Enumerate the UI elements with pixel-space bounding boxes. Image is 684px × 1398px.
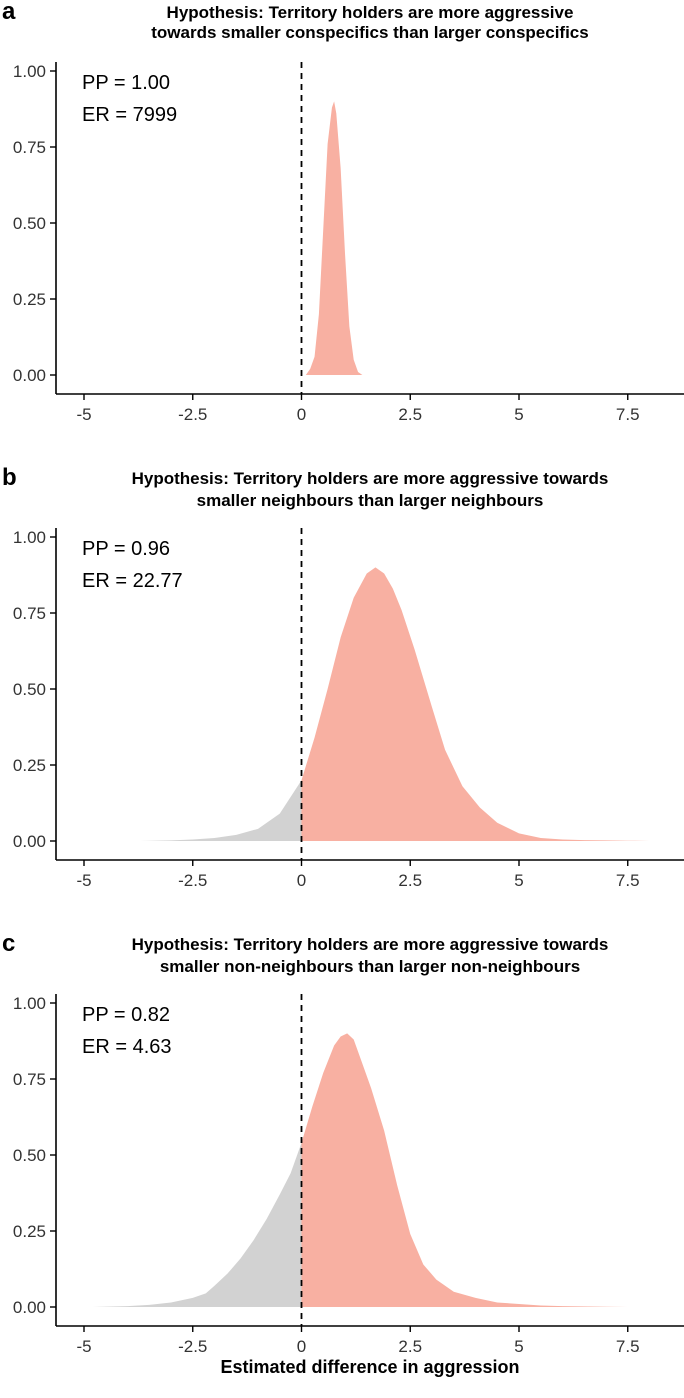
y-tick-label: 0.25 bbox=[13, 1222, 46, 1241]
x-tick-label: 2.5 bbox=[398, 871, 422, 890]
chart-title-line2: towards smaller conspecifics than larger… bbox=[151, 23, 589, 42]
x-tick-label: 5 bbox=[514, 405, 523, 424]
y-tick-label: 0.75 bbox=[13, 138, 46, 157]
y-tick-label: 1.00 bbox=[13, 62, 46, 81]
y-tick-label: 1.00 bbox=[13, 528, 46, 547]
density-negative-area bbox=[92, 1142, 302, 1307]
er-label: ER = 22.77 bbox=[82, 570, 183, 592]
x-tick-label: 5 bbox=[514, 1337, 523, 1356]
x-tick-label: -5 bbox=[76, 871, 91, 890]
x-tick-label: 7.5 bbox=[616, 1337, 640, 1356]
y-tick-label: 0.50 bbox=[13, 214, 46, 233]
y-tick-label: 0.50 bbox=[13, 1146, 46, 1165]
x-tick-label: 2.5 bbox=[398, 1337, 422, 1356]
x-tick-label: 5 bbox=[514, 871, 523, 890]
y-tick-label: 0.00 bbox=[13, 366, 46, 385]
chart-title-line2: smaller non-neighbours than larger non-n… bbox=[159, 957, 581, 976]
chart-title-line1: Hypothesis: Territory holders are more a… bbox=[131, 935, 609, 954]
pp-label: PP = 0.82 bbox=[82, 1004, 171, 1026]
pp-label: PP = 0.96 bbox=[82, 538, 171, 560]
x-tick-label: -5 bbox=[76, 405, 91, 424]
density-negative-area bbox=[140, 780, 302, 841]
density-positive-area bbox=[305, 101, 363, 376]
er-label: ER = 4.63 bbox=[82, 1036, 172, 1058]
y-tick-label: 1.00 bbox=[13, 994, 46, 1013]
y-tick-label: 0.75 bbox=[13, 604, 46, 623]
plot-area: 0.00 0.25 0.50 0.75 1.00 -5 -2.5 0 2.5 5 7.5 bbox=[13, 528, 684, 890]
x-tick-label: 0 bbox=[297, 405, 306, 424]
y-tick-label: 0.00 bbox=[13, 1298, 46, 1317]
panel-letter: b bbox=[2, 464, 17, 491]
density-positive-area bbox=[301, 567, 650, 841]
x-tick-label: -5 bbox=[76, 1337, 91, 1356]
stats-block: PP = 0.96 ER = 22.77 bbox=[82, 533, 183, 597]
chart-title-line1: Hypothesis: Territory holders are more a… bbox=[166, 3, 574, 22]
x-tick-label: 0 bbox=[297, 1337, 306, 1356]
x-tick-label: 7.5 bbox=[616, 871, 640, 890]
pp-label: PP = 1.00 bbox=[82, 72, 171, 94]
x-tick-label: 2.5 bbox=[398, 405, 422, 424]
plot-area: 0.00 0.25 0.50 0.75 1.00 -5 -2.5 0 2.5 5 7.5 bbox=[13, 62, 684, 424]
x-tick-label: -2.5 bbox=[178, 871, 207, 890]
panel-letter: c bbox=[2, 930, 16, 957]
y-tick-label: 0.75 bbox=[13, 1070, 46, 1089]
x-tick-label: -2.5 bbox=[178, 1337, 207, 1356]
er-label: ER = 7999 bbox=[82, 104, 178, 126]
density-positive-area bbox=[301, 1033, 628, 1307]
stats-block: PP = 0.82 ER = 4.63 bbox=[82, 999, 172, 1063]
stats-block: PP = 1.00 ER = 7999 bbox=[82, 67, 177, 131]
chart-title-line2: smaller neighbours than larger neighbour… bbox=[196, 491, 544, 510]
y-tick-label: 0.00 bbox=[13, 832, 46, 851]
x-tick-label: -2.5 bbox=[178, 405, 207, 424]
panel-c: c Hypothesis: Territory holders are more… bbox=[0, 930, 684, 1398]
y-tick-label: 0.50 bbox=[13, 680, 46, 699]
y-tick-label: 0.25 bbox=[13, 756, 46, 775]
x-axis-title: Estimated difference in aggression bbox=[220, 1357, 520, 1377]
panel-letter: a bbox=[2, 0, 16, 25]
y-tick-label: 0.25 bbox=[13, 290, 46, 309]
chart-title-line1: Hypothesis: Territory holders are more a… bbox=[131, 469, 609, 488]
x-tick-label: 0 bbox=[297, 871, 306, 890]
plot-area: 0.00 0.25 0.50 0.75 1.00 -5 -2.5 0 2.5 5 7.5 bbox=[13, 994, 684, 1356]
panel-a: a Hypothesis: Territory holders are more… bbox=[0, 0, 684, 466]
x-tick-label: 7.5 bbox=[616, 405, 640, 424]
panel-b: b Hypothesis: Territory holders are more… bbox=[0, 464, 684, 932]
